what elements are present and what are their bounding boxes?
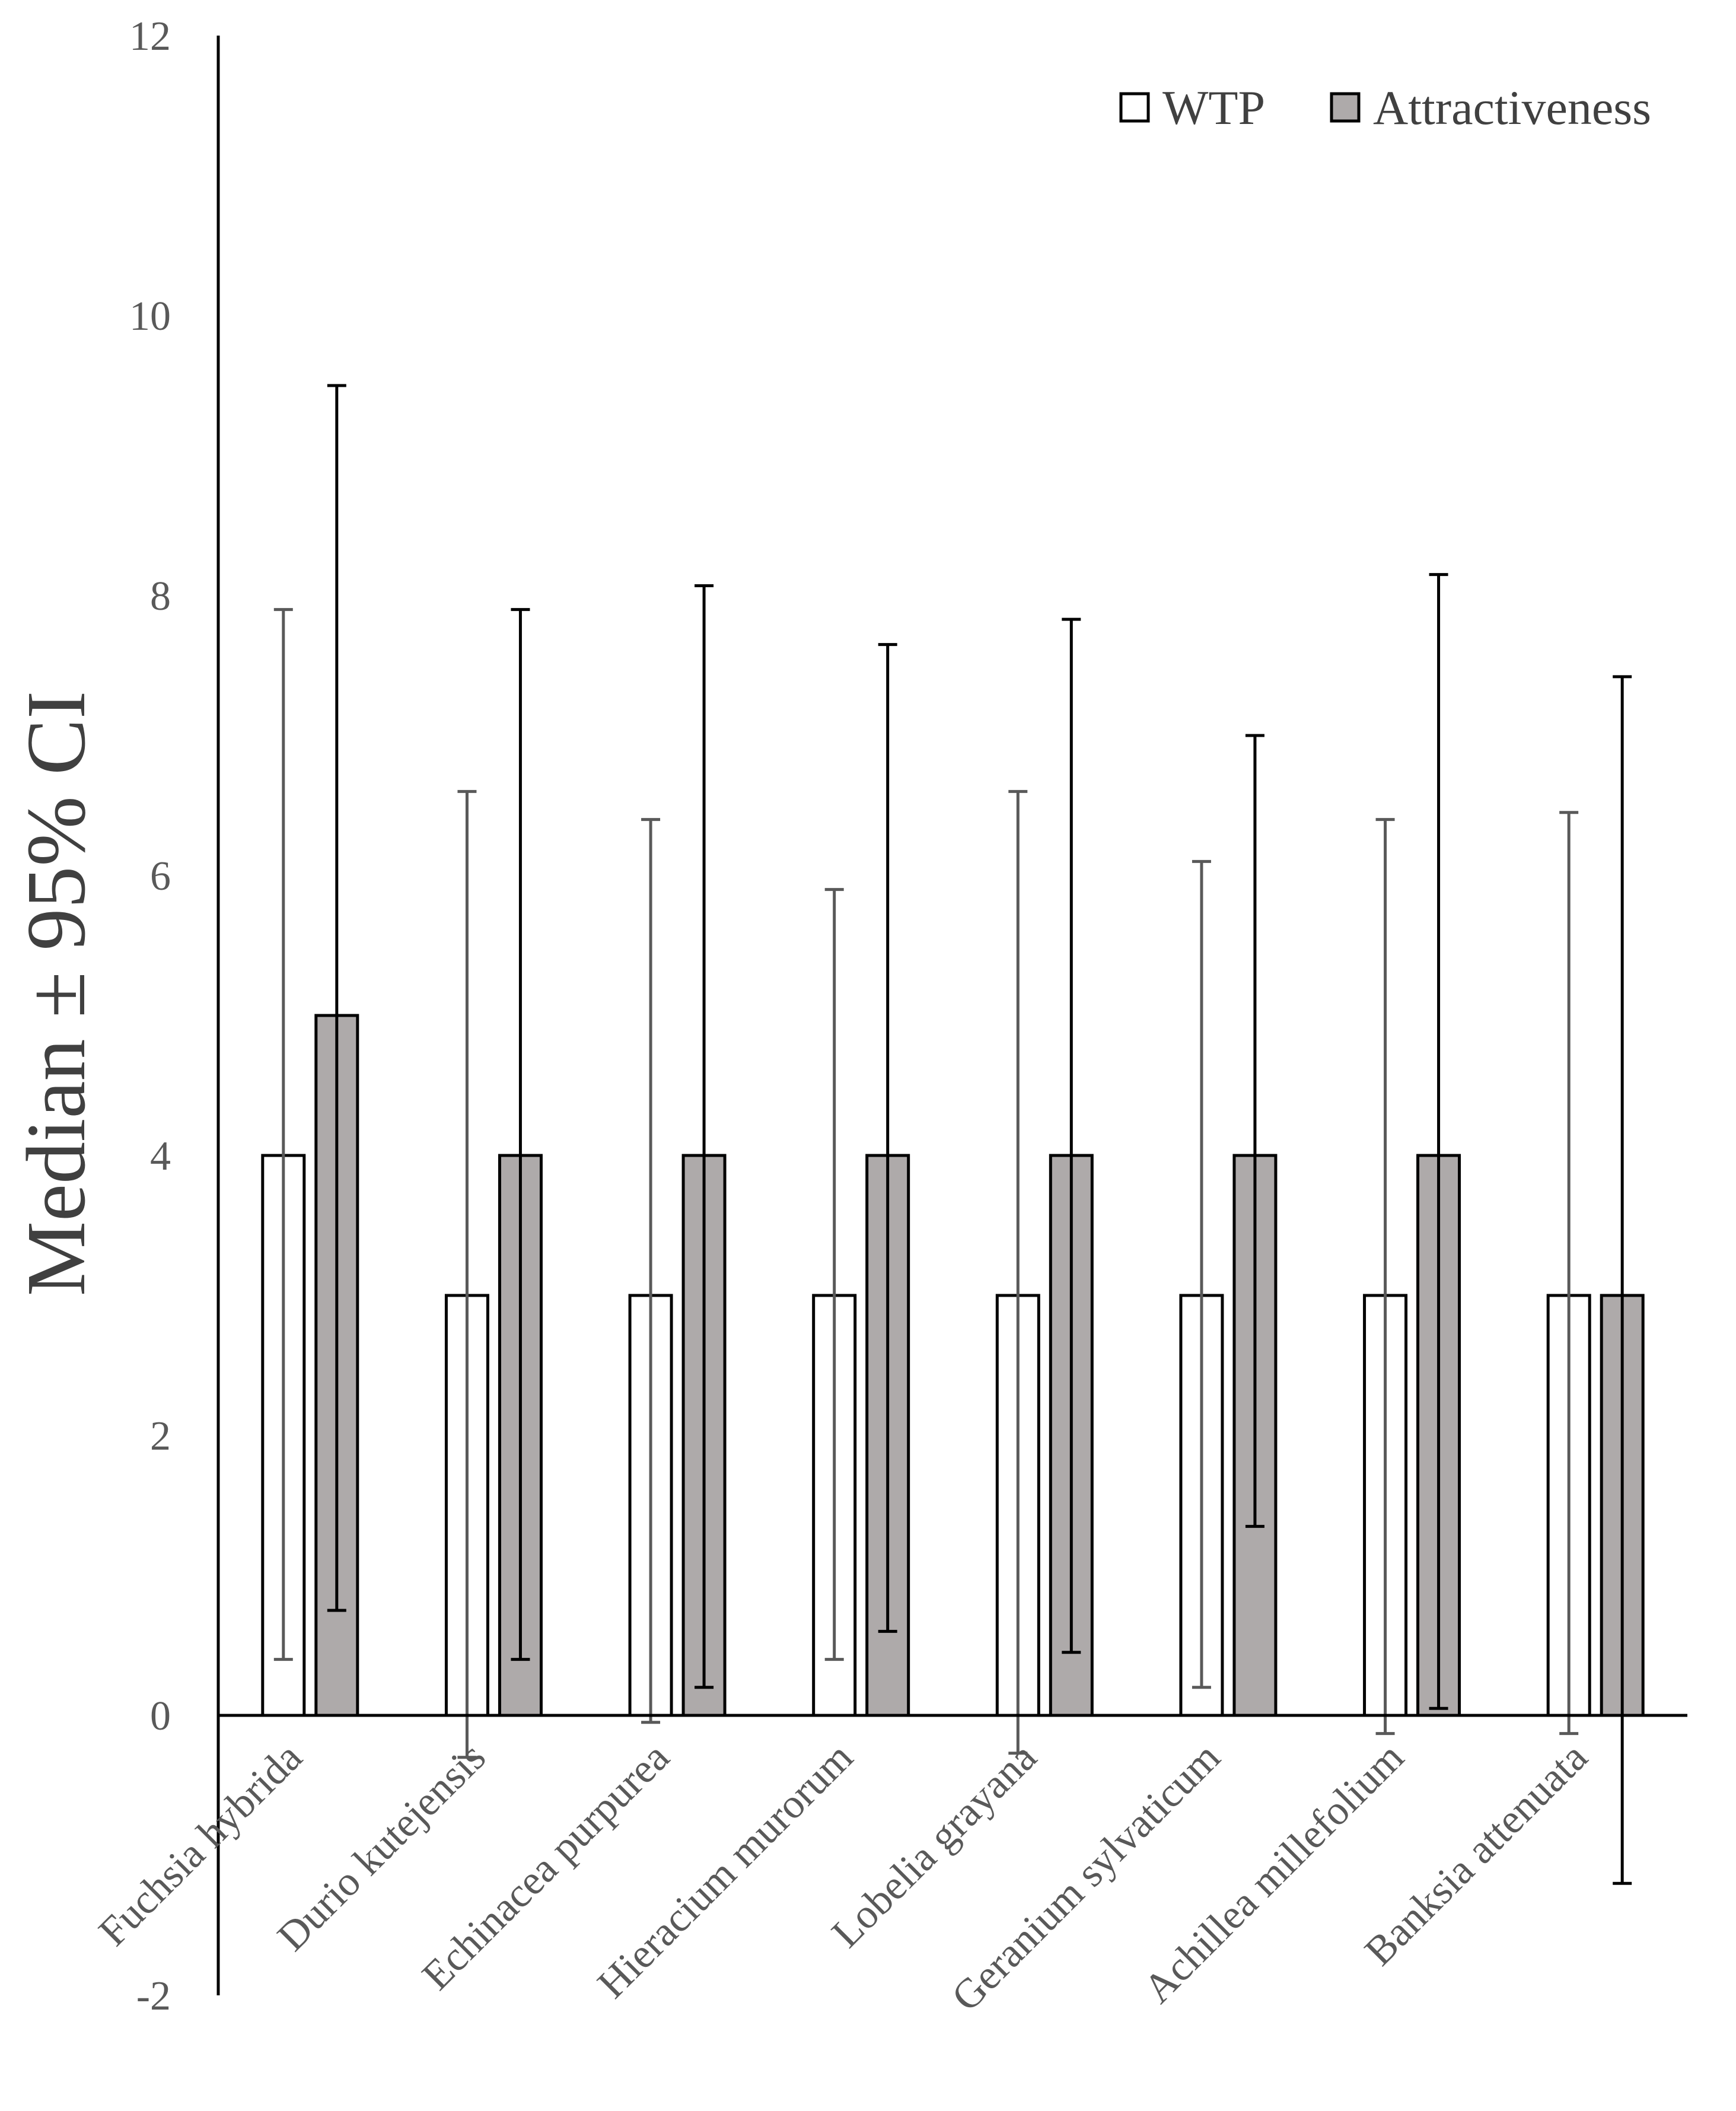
- legend: WTP Attractiveness: [1119, 81, 1651, 135]
- legend-swatch-wtp: [1119, 92, 1150, 123]
- y-tick-label: 0: [150, 1693, 171, 1739]
- y-tick-label: -2: [136, 1973, 171, 2019]
- y-tick-label: 12: [129, 14, 171, 59]
- y-tick-label: 2: [150, 1413, 171, 1459]
- legend-label-attractiveness: Attractiveness: [1373, 81, 1651, 135]
- error-bars: [273, 384, 1632, 1885]
- legend-label-wtp: WTP: [1162, 81, 1265, 135]
- bars: [261, 1014, 1645, 1717]
- y-axis-label: Median ± 95% CI: [9, 691, 103, 1297]
- y-tick-label: 8: [150, 574, 171, 619]
- y-tick-label: 4: [150, 1133, 171, 1179]
- y-tick-label: 6: [150, 854, 171, 899]
- legend-swatch-attractiveness: [1330, 92, 1361, 123]
- y-axis-ticks: -2 0 2 4 6 8 10 12: [129, 14, 171, 2019]
- y-tick-label: 10: [129, 294, 171, 339]
